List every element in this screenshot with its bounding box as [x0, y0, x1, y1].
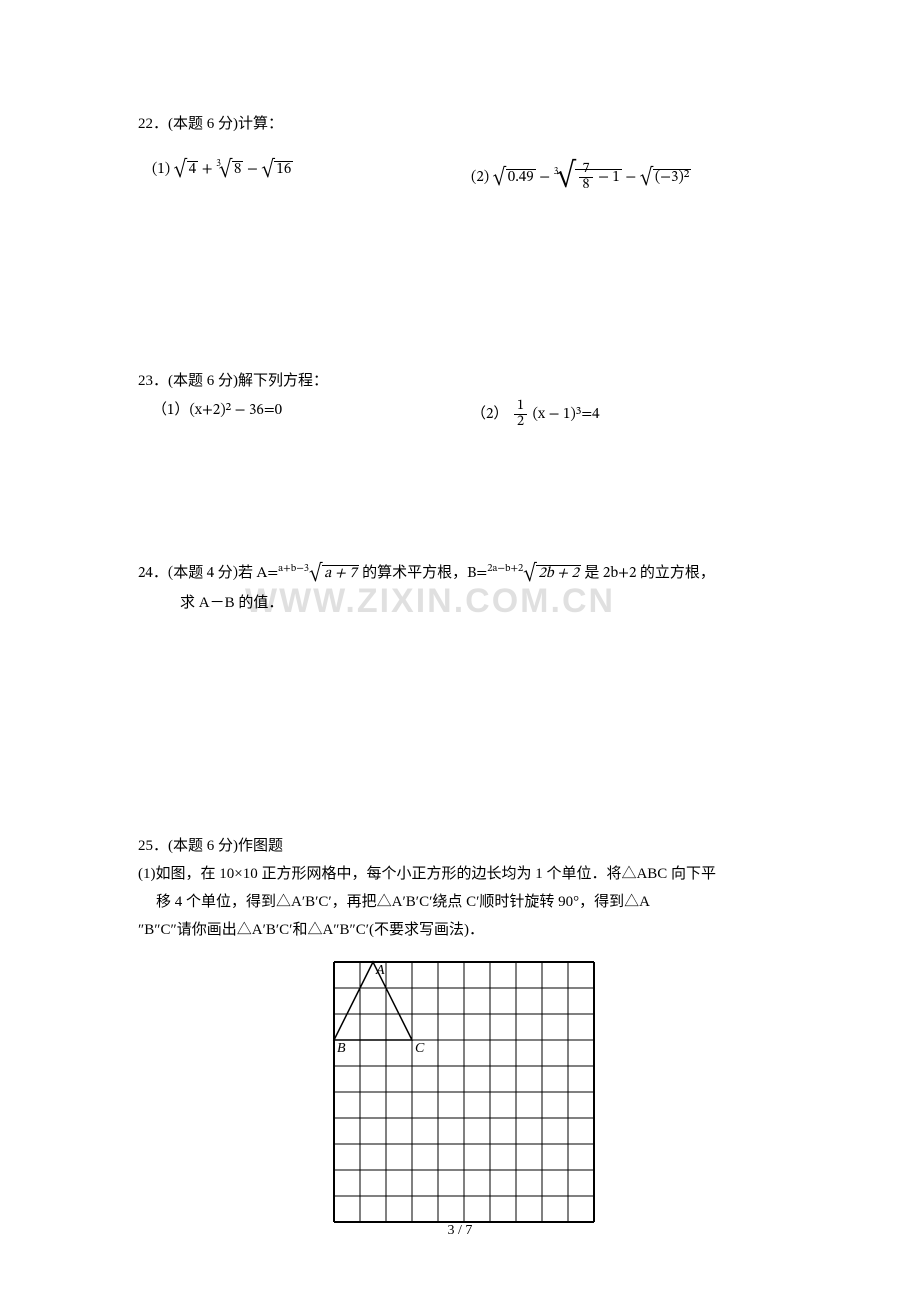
- q23-p1-label: （1）: [152, 403, 189, 418]
- q23-p2-body: (x − 1)³=4: [533, 407, 600, 422]
- q23-row: （1）(x+2)² − 36=0 （2） 12 (x − 1)³=4: [138, 399, 790, 430]
- q24-line2: 求 A－B 的值．: [138, 591, 790, 615]
- q22-part1: (1) √4 + 3√8 − √16: [152, 156, 471, 182]
- minus-sign: −: [247, 162, 261, 177]
- grid-figure: A B C: [138, 960, 790, 1232]
- q22-part2: (2) √0.49 − 3√78 − 1 − √(−3)²: [471, 156, 790, 194]
- page: 22．(本题 6 分)计算： (1) √4 + 3√8 − √16 (2) √0…: [0, 0, 920, 1302]
- minus-sign: −: [539, 170, 553, 185]
- plus-sign: +: [202, 162, 216, 177]
- cuberoot-8: 3√8: [216, 162, 243, 177]
- q24-mid: 的算术平方根，B=: [359, 566, 488, 581]
- sqrt-16: √16: [261, 162, 293, 177]
- svg-text:B: B: [337, 1041, 346, 1056]
- q24-exp-a: a+b−3: [278, 564, 309, 574]
- svg-text:C: C: [415, 1041, 425, 1056]
- cuberoot-frac: 3√78 − 1: [554, 170, 622, 185]
- q25-line1: (1)如图，在 10×10 正方形网格中，每个小正方形的边长均为 1 个单位．将…: [138, 862, 790, 886]
- q24-exp-b: 2a−b+2: [487, 564, 523, 574]
- q23-part2: （2） 12 (x − 1)³=4: [471, 399, 790, 430]
- frac-half: 12: [514, 399, 527, 430]
- svg-text:A: A: [375, 963, 385, 978]
- sqrt-4: √4: [174, 162, 199, 177]
- q22-row: (1) √4 + 3√8 − √16 (2) √0.49 − 3√78 − 1 …: [138, 156, 790, 194]
- q22-p2-label: (2): [471, 170, 489, 185]
- sqrt-2b2: √2b + 2: [523, 566, 581, 581]
- q25-line3: ″B″C″请你画出△A′B′C′和△A″B″C′(不要求写画法)．: [138, 918, 790, 942]
- q23-header: 23．(本题 6 分)解下列方程：: [138, 369, 790, 393]
- grid-svg: A B C: [332, 960, 596, 1224]
- q22-p1-label: (1): [152, 162, 170, 177]
- q25-line2: 移 4 个单位，得到△A′B′C′，再把△A′B′C′绕点 C′顺时针旋转 90…: [138, 890, 790, 914]
- sqrt-neg3sq: √(−3)²: [640, 170, 692, 185]
- q22-header: 22．(本题 6 分)计算：: [138, 112, 790, 136]
- q23-p1-body: (x+2)² − 36=0: [189, 403, 282, 418]
- sqrt-049: √0.49: [493, 170, 536, 185]
- minus-sign: −: [625, 170, 639, 185]
- q23-part1: （1）(x+2)² − 36=0: [152, 399, 471, 423]
- q23-p2-label: （2）: [471, 407, 508, 422]
- sqrt-a7: √a + 7: [309, 566, 359, 581]
- q24-line1: 24．(本题 4 分)若 A=a+b−3√a + 7 的算术平方根，B=2a−b…: [138, 560, 790, 586]
- q25-header: 25．(本题 6 分)作图题: [138, 834, 790, 858]
- q24-tail: 是 2b+2 的立方根，: [581, 566, 715, 581]
- q24-header-a: 24．(本题 4 分)若 A=: [138, 566, 278, 581]
- page-number: 3 / 7: [0, 1220, 920, 1242]
